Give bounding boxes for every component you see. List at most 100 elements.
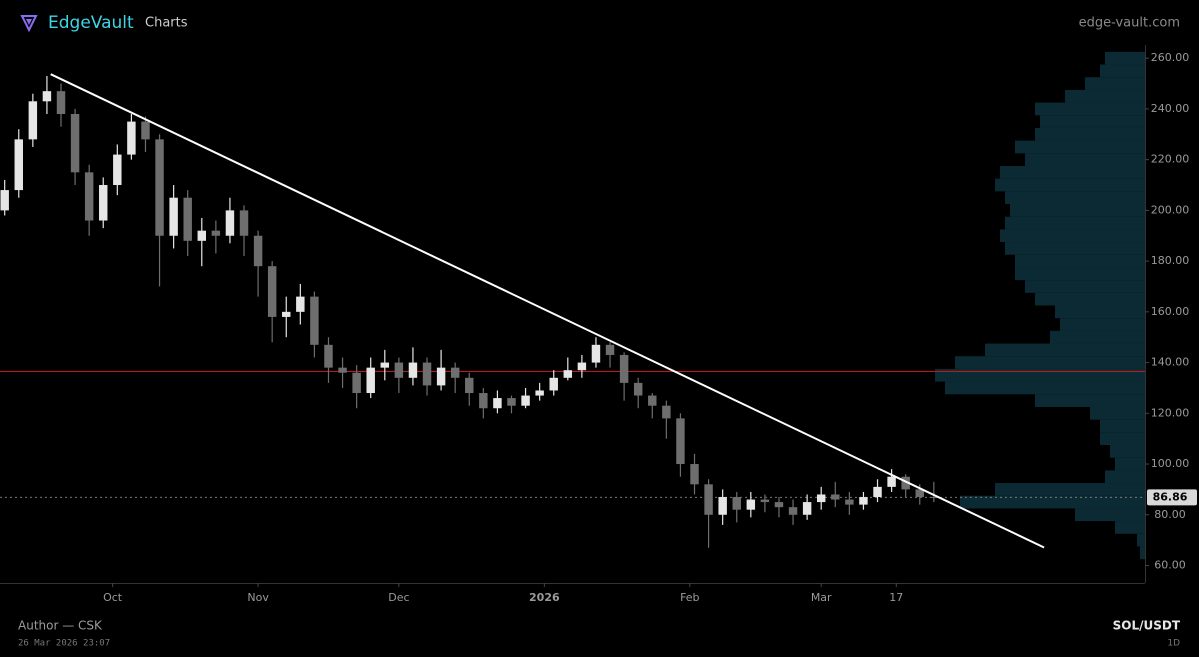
candle-body	[788, 507, 798, 515]
x-tick-label: Oct	[103, 591, 123, 604]
y-tick-label: 80.00	[1154, 508, 1186, 521]
y-tick-label: 160.00	[1151, 305, 1190, 318]
candle-body	[183, 197, 192, 241]
candle-body	[211, 230, 221, 236]
x-tick-label: Mar	[811, 591, 832, 604]
x-tick-label: 2026	[529, 591, 560, 604]
candle-body	[648, 395, 657, 406]
candle-body	[662, 405, 671, 419]
candle-body	[267, 266, 277, 317]
volume-profile-bar	[1015, 140, 1145, 154]
volume-profile-bar	[1005, 216, 1145, 230]
volume-profile-bar	[1115, 457, 1145, 471]
volume-profile-bar	[995, 483, 1145, 496]
volume-profile-bar	[935, 368, 1145, 382]
candle-body	[535, 390, 544, 396]
y-tick-label: 200.00	[1151, 203, 1190, 216]
interval: 1D	[1167, 639, 1180, 649]
candle-body	[831, 494, 840, 500]
volume-profile-bar	[1015, 254, 1145, 268]
candle-body	[239, 210, 249, 236]
candle-body	[859, 497, 868, 505]
candle-body	[633, 382, 643, 396]
y-tick-label: 260.00	[1151, 51, 1190, 64]
volume-profile-bar	[1110, 445, 1145, 458]
candle-body	[70, 113, 80, 173]
volume-profile-bar	[1025, 153, 1145, 166]
volume-profile-bar	[1105, 470, 1145, 484]
candle-body	[155, 139, 164, 236]
volume-profile-bar	[960, 495, 1145, 509]
volume-profile-bar	[1100, 419, 1145, 433]
candle-body	[56, 91, 66, 114]
candle-body	[549, 377, 558, 391]
candle-body	[479, 393, 488, 409]
y-tick-label: 60.00	[1154, 558, 1186, 571]
candle-body	[577, 362, 587, 371]
y-tick-label: 220.00	[1151, 153, 1190, 166]
candle-body	[493, 398, 502, 409]
candle-body	[113, 154, 122, 186]
candle-body	[42, 91, 52, 102]
y-tick-label: 140.00	[1151, 356, 1190, 369]
candle-body	[324, 344, 333, 368]
candle-body	[873, 486, 882, 498]
candle-body	[310, 296, 319, 345]
volume-profile-bar	[1005, 191, 1145, 205]
candle-body	[14, 139, 23, 191]
candle-body	[197, 230, 207, 241]
candle-body	[591, 344, 601, 363]
y-tick-label: 240.00	[1151, 102, 1190, 115]
section: Charts	[145, 16, 188, 31]
candle-body	[887, 476, 896, 487]
candle-body	[253, 235, 263, 267]
candle-body	[450, 367, 460, 378]
site-url: edge-vault.com	[1079, 16, 1180, 31]
volume-profile-bar	[1090, 406, 1145, 420]
candle-body	[676, 418, 685, 465]
volume-profile-bar	[1050, 330, 1145, 344]
timestamp: 26 Mar 2026 23:07	[18, 639, 110, 649]
volume-profile-bar	[1015, 267, 1145, 281]
x-tick-label: Dec	[388, 591, 409, 604]
volume-profile-bar	[1035, 292, 1145, 306]
candle-body	[169, 197, 178, 236]
candle-body	[394, 362, 404, 378]
candle-body	[521, 395, 530, 406]
y-tick-label: 100.00	[1151, 457, 1190, 470]
volume-profile-bar	[1035, 102, 1145, 116]
last-price-label: 86.86	[1153, 490, 1188, 503]
candle-body	[282, 311, 291, 317]
candle-body	[296, 296, 305, 312]
volume-profile-bar	[1060, 318, 1145, 331]
candle-body	[845, 499, 854, 505]
volume-profile-bar	[945, 381, 1145, 395]
candle-body	[760, 499, 770, 503]
volume-profile-bar	[995, 178, 1145, 192]
volume-profile-bar	[1025, 280, 1145, 293]
candle-body	[99, 185, 108, 221]
volume-profile-bar	[1005, 242, 1145, 255]
volume-profile-bar	[1085, 77, 1145, 90]
candle-body	[465, 377, 474, 394]
volume-profile-bar	[1100, 64, 1145, 78]
candle-body	[352, 372, 361, 394]
candle-body	[901, 476, 910, 490]
x-tick-label: Nov	[247, 591, 269, 604]
trendline	[50, 73, 1045, 549]
candle-body	[816, 494, 826, 503]
volume-profile-bar	[1040, 115, 1145, 128]
volume-profile-bar	[1035, 394, 1145, 407]
candle-body	[704, 484, 713, 515]
candle-body	[366, 367, 375, 394]
volume-profile-bar	[1055, 305, 1145, 319]
brand: EdgeVault	[48, 13, 134, 33]
candle-body	[929, 497, 939, 499]
candle-body	[380, 362, 390, 368]
x-tick-label: 17	[889, 591, 903, 604]
last-price-box	[1147, 489, 1197, 506]
volume-profile-bar	[1137, 533, 1145, 547]
